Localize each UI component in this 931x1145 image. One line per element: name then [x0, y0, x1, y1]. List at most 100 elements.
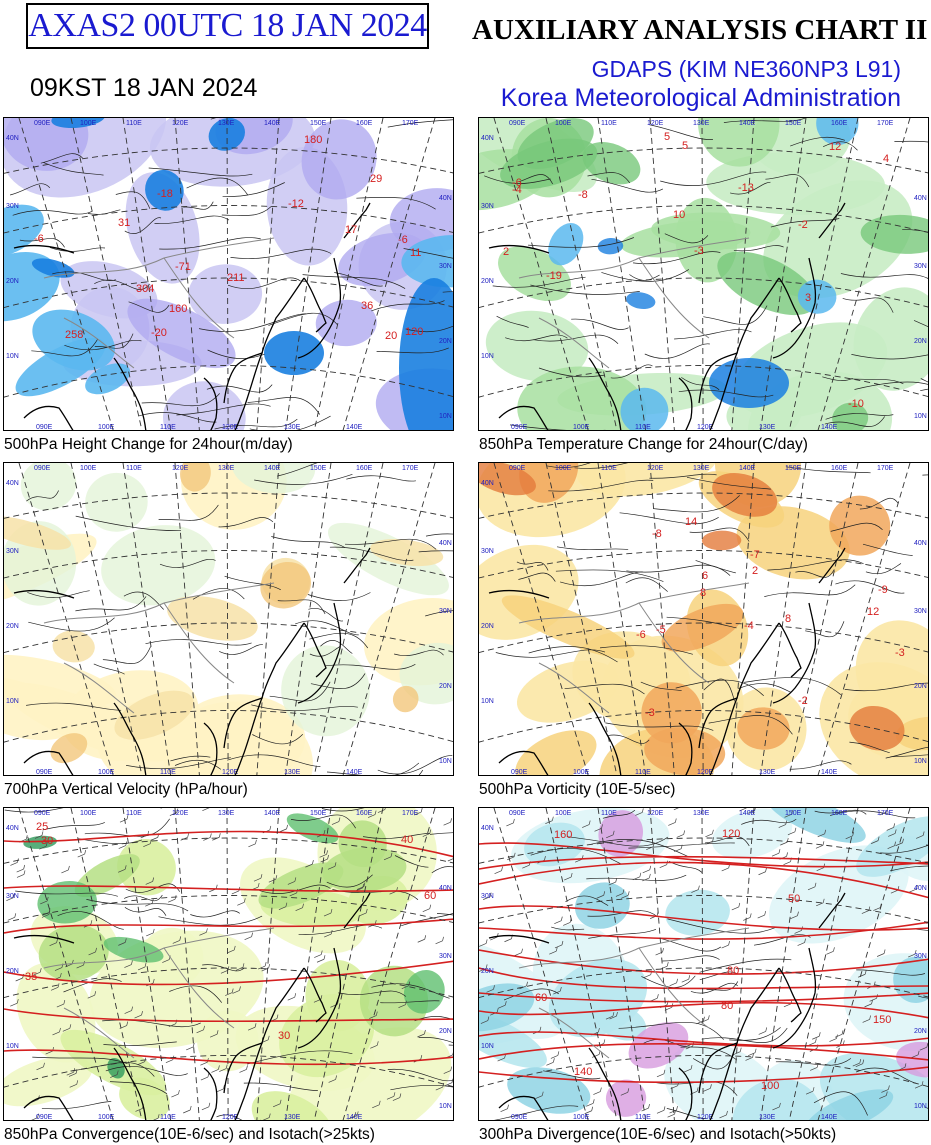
- lon-label: 090E: [509, 810, 526, 817]
- value-label: 25: [36, 821, 48, 833]
- lat-lon-grid: [479, 118, 928, 430]
- lon-label: 100E: [80, 120, 97, 127]
- value-label: 80: [721, 1000, 733, 1012]
- value-label: -8: [652, 528, 662, 540]
- caption-divergence: 300hPa Divergence(10E-6/sec) and Isotach…: [479, 1126, 837, 1143]
- value-label: 160: [554, 829, 572, 841]
- lon-label: 140E: [346, 1114, 363, 1121]
- lat-label: 30N: [914, 608, 927, 615]
- value-label: 160: [169, 303, 187, 315]
- lon-label: 150E: [785, 810, 802, 817]
- grid-labels: 40N 40N 30N 30N 20N 20N 10N 10N 090E 100E 110E 120E…: [481, 465, 927, 776]
- lon-label: 110E: [635, 1114, 651, 1121]
- value-label: 120: [722, 828, 740, 840]
- grid-labels: 40N 40N 30N 30N 20N 20N 10N 10N 090E 100E 110E 120E…: [6, 810, 452, 1121]
- lon-label: 150E: [785, 120, 802, 127]
- lat-label: 30N: [481, 893, 494, 900]
- lon-label: 100E: [555, 465, 572, 472]
- lat-lon-grid: [479, 808, 928, 1120]
- map-temperature-change-svg: 40N 40N 30N 30N 20N 20N 10N 10N 090E 100E 110E 120E…: [479, 118, 928, 431]
- lon-label: 110E: [126, 465, 142, 472]
- lat-label: 20N: [914, 1028, 927, 1035]
- value-label: 30: [41, 835, 53, 847]
- lon-label: 100E: [573, 769, 590, 776]
- lat-label: 40N: [481, 825, 494, 832]
- value-label: 304: [136, 283, 154, 295]
- shaded-field: [479, 463, 928, 775]
- borders: [518, 582, 750, 714]
- map-convergence-svg: 40N 40N 30N 30N 20N 20N 10N 10N 090E 100E 110E 120E…: [4, 808, 453, 1121]
- lat-label: 10N: [439, 1103, 452, 1110]
- lat-label: 40N: [439, 885, 452, 892]
- value-label: 31: [118, 217, 130, 229]
- lon-label: 110E: [601, 120, 617, 127]
- lon-label: 090E: [36, 769, 53, 776]
- lon-label: 100E: [80, 810, 97, 817]
- value-label: 36: [361, 300, 373, 312]
- lon-label: 110E: [126, 810, 142, 817]
- value-label: -18: [157, 188, 173, 200]
- lat-label: 30N: [439, 263, 452, 270]
- contours: [495, 463, 928, 770]
- lon-label: 150E: [310, 465, 327, 472]
- lat-label: 40N: [914, 885, 927, 892]
- lon-label: 120E: [222, 769, 239, 776]
- lon-label: 110E: [635, 769, 651, 776]
- lon-label: 090E: [34, 120, 51, 127]
- value-label: -3: [895, 647, 905, 659]
- lat-label: 10N: [481, 1043, 494, 1050]
- map-vorticity-svg: 40N 40N 30N 30N 20N 20N 10N 10N 090E 100E 110E 120E…: [479, 463, 928, 776]
- chart-title: AUXILIARY ANALYSIS CHART II: [472, 14, 928, 46]
- contours: [26, 463, 453, 775]
- value-label: -6: [512, 177, 522, 189]
- lon-label: 140E: [739, 465, 756, 472]
- value-label: -6: [34, 233, 44, 245]
- map-panel-height-change: 40N 40N 30N 30N 20N 20N 10N 10N 090E 100E 110E 120E…: [3, 117, 454, 431]
- value-label: 140: [574, 1066, 592, 1078]
- value-label: 8: [785, 613, 791, 625]
- caption-height-change: 500hPa Height Change for 24hour(m/day): [4, 436, 293, 453]
- lon-label: 120E: [222, 1114, 239, 1121]
- lat-label: 30N: [6, 893, 19, 900]
- caption-vorticity: 500hPa Vorticity (10E-5/sec): [479, 781, 676, 798]
- lat-lon-grid: [479, 463, 928, 775]
- lon-label: 090E: [511, 769, 528, 776]
- lon-label: 120E: [697, 769, 714, 776]
- value-label: -6: [636, 629, 646, 641]
- value-label: -4: [512, 184, 522, 196]
- borders: [43, 927, 275, 1059]
- lon-label: 090E: [511, 424, 528, 431]
- lon-label: 120E: [697, 1114, 714, 1121]
- lon-label: 140E: [264, 120, 281, 127]
- value-label: 20: [385, 330, 397, 342]
- lat-label: 20N: [6, 623, 19, 630]
- value-label: -7: [750, 549, 760, 561]
- shaded-field: [4, 118, 453, 430]
- value-label: 29: [370, 173, 382, 185]
- lon-label: 090E: [509, 120, 526, 127]
- grid-labels: 40N 40N 30N 30N 20N 20N 10N 10N 090E 100E 110E 120E…: [6, 120, 452, 430]
- lon-label: 130E: [218, 465, 235, 472]
- lon-label: 130E: [284, 1114, 301, 1121]
- map-panel-vertical-velocity: 40N 40N 30N 30N 20N 20N 10N 10N 090E 100E 110E 120E…: [3, 462, 454, 776]
- value-label: 8: [700, 587, 706, 599]
- lon-label: 120E: [172, 810, 189, 817]
- lon-label: 120E: [697, 424, 714, 431]
- borders: [43, 237, 275, 369]
- lon-label: 100E: [555, 810, 572, 817]
- lat-label: 40N: [439, 540, 452, 547]
- lon-label: 090E: [34, 810, 51, 817]
- coastline: [488, 892, 846, 1120]
- value-labels: -3 6 12 -9 -6 8 -7 -5 8 -2 -3 -4 2 14 -8: [636, 516, 905, 719]
- lat-label: 20N: [439, 338, 452, 345]
- coastline: [13, 547, 371, 775]
- lon-label: 130E: [759, 424, 776, 431]
- coastline: [488, 202, 846, 430]
- lon-label: 140E: [264, 810, 281, 817]
- lon-label: 170E: [877, 810, 894, 817]
- lat-label: 20N: [481, 968, 494, 975]
- map-panel-divergence: 40N 40N 30N 30N 20N 20N 10N 10N 090E 100E 110E 120E…: [478, 807, 929, 1121]
- value-label: 14: [685, 516, 697, 528]
- lon-label: 140E: [739, 810, 756, 817]
- lat-lon-grid: [4, 808, 453, 1120]
